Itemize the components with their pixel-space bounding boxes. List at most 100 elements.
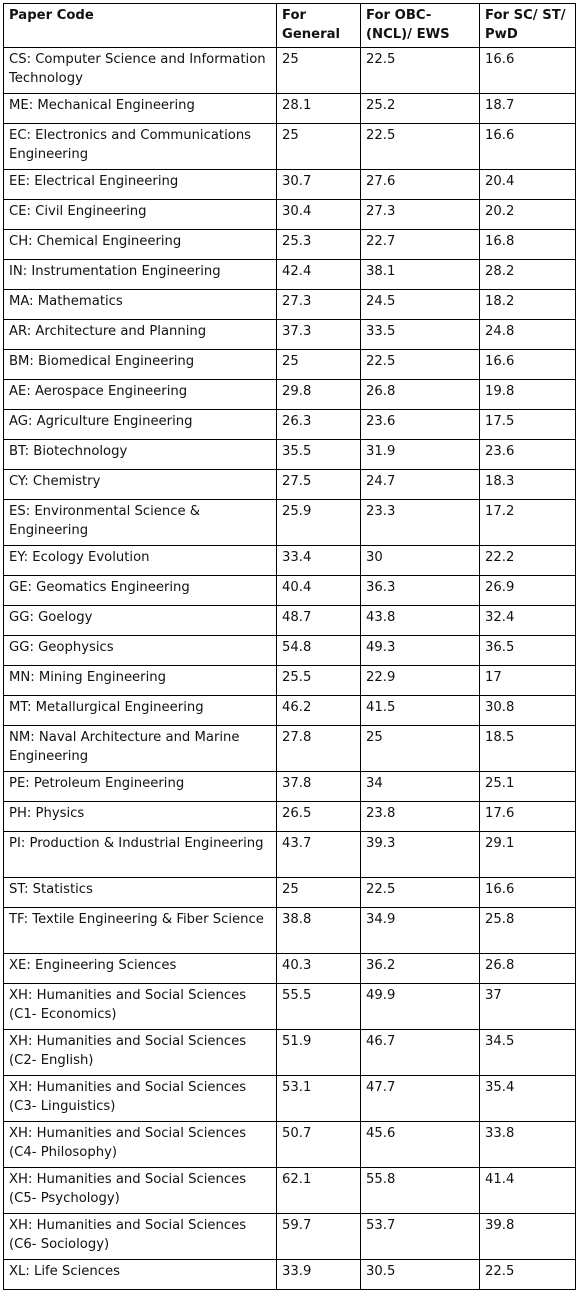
general-cell: 53.1 bbox=[276, 1075, 361, 1122]
obc-ews-cell: 23.6 bbox=[360, 409, 480, 440]
paper-code-cell: GG: Geophysics bbox=[3, 635, 277, 666]
obc-ews-cell: 24.7 bbox=[360, 469, 480, 500]
paper-code-cell: IN: Instrumentation Engineering bbox=[3, 259, 277, 290]
obc-ews-cell: 36.3 bbox=[360, 575, 480, 606]
sc-st-pwd-cell: 18.7 bbox=[479, 93, 576, 124]
obc-ews-cell: 33.5 bbox=[360, 319, 480, 350]
obc-ews-cell: 39.3 bbox=[360, 831, 480, 878]
obc-ews-cell: 22.7 bbox=[360, 229, 480, 260]
table-row: MN: Mining Engineering 25.5 22.9 17 bbox=[3, 665, 576, 696]
sc-st-pwd-cell: 32.4 bbox=[479, 605, 576, 636]
paper-code-cell: PI: Production & Industrial Engineering bbox=[3, 831, 277, 878]
general-cell: 59.7 bbox=[276, 1213, 361, 1260]
paper-code-cell: BM: Biomedical Engineering bbox=[3, 349, 277, 380]
paper-code-cell: PE: Petroleum Engineering bbox=[3, 771, 277, 802]
sc-st-pwd-cell: 19.8 bbox=[479, 379, 576, 410]
sc-st-pwd-cell: 30.8 bbox=[479, 695, 576, 726]
general-cell: 55.5 bbox=[276, 983, 361, 1030]
obc-ews-cell: 43.8 bbox=[360, 605, 480, 636]
sc-st-pwd-cell: 16.8 bbox=[479, 229, 576, 260]
general-cell: 48.7 bbox=[276, 605, 361, 636]
general-cell: 33.9 bbox=[276, 1259, 361, 1290]
table-row: CH: Chemical Engineering 25.3 22.7 16.8 bbox=[3, 229, 576, 260]
general-cell: 46.2 bbox=[276, 695, 361, 726]
table-row: AG: Agriculture Engineering 26.3 23.6 17.5 bbox=[3, 409, 576, 440]
obc-ews-cell: 46.7 bbox=[360, 1029, 480, 1076]
sc-st-pwd-cell: 17.2 bbox=[479, 499, 576, 546]
general-cell: 30.4 bbox=[276, 199, 361, 230]
general-cell: 40.3 bbox=[276, 953, 361, 984]
obc-ews-cell: 41.5 bbox=[360, 695, 480, 726]
paper-code-cell: XH: Humanities and Social Sciences (C4- … bbox=[3, 1121, 277, 1168]
sc-st-pwd-cell: 17 bbox=[479, 665, 576, 696]
sc-st-pwd-cell: 26.9 bbox=[479, 575, 576, 606]
sc-st-pwd-cell: 20.2 bbox=[479, 199, 576, 230]
general-cell: 33.4 bbox=[276, 545, 361, 576]
sc-st-pwd-cell: 29.1 bbox=[479, 831, 576, 878]
paper-code-cell: MT: Metallurgical Engineering bbox=[3, 695, 277, 726]
obc-ews-cell: 30 bbox=[360, 545, 480, 576]
table-row: PH: Physics 26.5 23.8 17.6 bbox=[3, 801, 576, 832]
paper-code-cell: XH: Humanities and Social Sciences (C6- … bbox=[3, 1213, 277, 1260]
table-row: CY: Chemistry 27.5 24.7 18.3 bbox=[3, 469, 576, 500]
general-cell: 25.3 bbox=[276, 229, 361, 260]
obc-ews-cell: 55.8 bbox=[360, 1167, 480, 1214]
paper-code-cell: MN: Mining Engineering bbox=[3, 665, 277, 696]
sc-st-pwd-cell: 24.8 bbox=[479, 319, 576, 350]
general-cell: 27.3 bbox=[276, 289, 361, 320]
table-row: XH: Humanities and Social Sciences (C6- … bbox=[3, 1213, 576, 1260]
header-sc-st-pwd: For SC/ ST/ PwD bbox=[479, 3, 576, 48]
sc-st-pwd-cell: 23.6 bbox=[479, 439, 576, 470]
obc-ews-cell: 22.5 bbox=[360, 123, 480, 170]
obc-ews-cell: 53.7 bbox=[360, 1213, 480, 1260]
table-row: MA: Mathematics 27.3 24.5 18.2 bbox=[3, 289, 576, 320]
general-cell: 26.3 bbox=[276, 409, 361, 440]
sc-st-pwd-cell: 26.8 bbox=[479, 953, 576, 984]
paper-code-cell: CH: Chemical Engineering bbox=[3, 229, 277, 260]
general-cell: 51.9 bbox=[276, 1029, 361, 1076]
header-general: For General bbox=[276, 3, 361, 48]
obc-ews-cell: 22.5 bbox=[360, 349, 480, 380]
table-row: CE: Civil Engineering 30.4 27.3 20.2 bbox=[3, 199, 576, 230]
obc-ews-cell: 24.5 bbox=[360, 289, 480, 320]
general-cell: 25.5 bbox=[276, 665, 361, 696]
general-cell: 25.9 bbox=[276, 499, 361, 546]
table-row: GG: Goelogy 48.7 43.8 32.4 bbox=[3, 605, 576, 636]
table-row: PI: Production & Industrial Engineering 4… bbox=[3, 831, 576, 878]
obc-ews-cell: 31.9 bbox=[360, 439, 480, 470]
sc-st-pwd-cell: 36.5 bbox=[479, 635, 576, 666]
sc-st-pwd-cell: 16.6 bbox=[479, 47, 576, 94]
obc-ews-cell: 27.6 bbox=[360, 169, 480, 200]
table-row: EC: Electronics and Communications Engin… bbox=[3, 123, 576, 170]
sc-st-pwd-cell: 28.2 bbox=[479, 259, 576, 290]
obc-ews-cell: 23.3 bbox=[360, 499, 480, 546]
general-cell: 43.7 bbox=[276, 831, 361, 878]
obc-ews-cell: 22.5 bbox=[360, 47, 480, 94]
obc-ews-cell: 26.8 bbox=[360, 379, 480, 410]
general-cell: 25 bbox=[276, 349, 361, 380]
table-row: GE: Geomatics Engineering 40.4 36.3 26.9 bbox=[3, 575, 576, 606]
obc-ews-cell: 47.7 bbox=[360, 1075, 480, 1122]
obc-ews-cell: 22.5 bbox=[360, 877, 480, 908]
paper-code-cell: EY: Ecology Evolution bbox=[3, 545, 277, 576]
sc-st-pwd-cell: 18.2 bbox=[479, 289, 576, 320]
paper-code-cell: GG: Goelogy bbox=[3, 605, 277, 636]
general-cell: 25 bbox=[276, 877, 361, 908]
paper-code-cell: XH: Humanities and Social Sciences (C2- … bbox=[3, 1029, 277, 1076]
obc-ews-cell: 34 bbox=[360, 771, 480, 802]
general-cell: 26.5 bbox=[276, 801, 361, 832]
sc-st-pwd-cell: 37 bbox=[479, 983, 576, 1030]
paper-code-cell: XH: Humanities and Social Sciences (C5- … bbox=[3, 1167, 277, 1214]
general-cell: 50.7 bbox=[276, 1121, 361, 1168]
general-cell: 62.1 bbox=[276, 1167, 361, 1214]
table-row: PE: Petroleum Engineering 37.8 34 25.1 bbox=[3, 771, 576, 802]
obc-ews-cell: 45.6 bbox=[360, 1121, 480, 1168]
obc-ews-cell: 30.5 bbox=[360, 1259, 480, 1290]
general-cell: 42.4 bbox=[276, 259, 361, 290]
paper-code-cell: MA: Mathematics bbox=[3, 289, 277, 320]
paper-code-cell: ES: Environmental Science & Engineering bbox=[3, 499, 277, 546]
paper-code-cell: CY: Chemistry bbox=[3, 469, 277, 500]
table-row: BT: Biotechnology 35.5 31.9 23.6 bbox=[3, 439, 576, 470]
paper-code-cell: CS: Computer Science and Information Tec… bbox=[3, 47, 277, 94]
general-cell: 54.8 bbox=[276, 635, 361, 666]
